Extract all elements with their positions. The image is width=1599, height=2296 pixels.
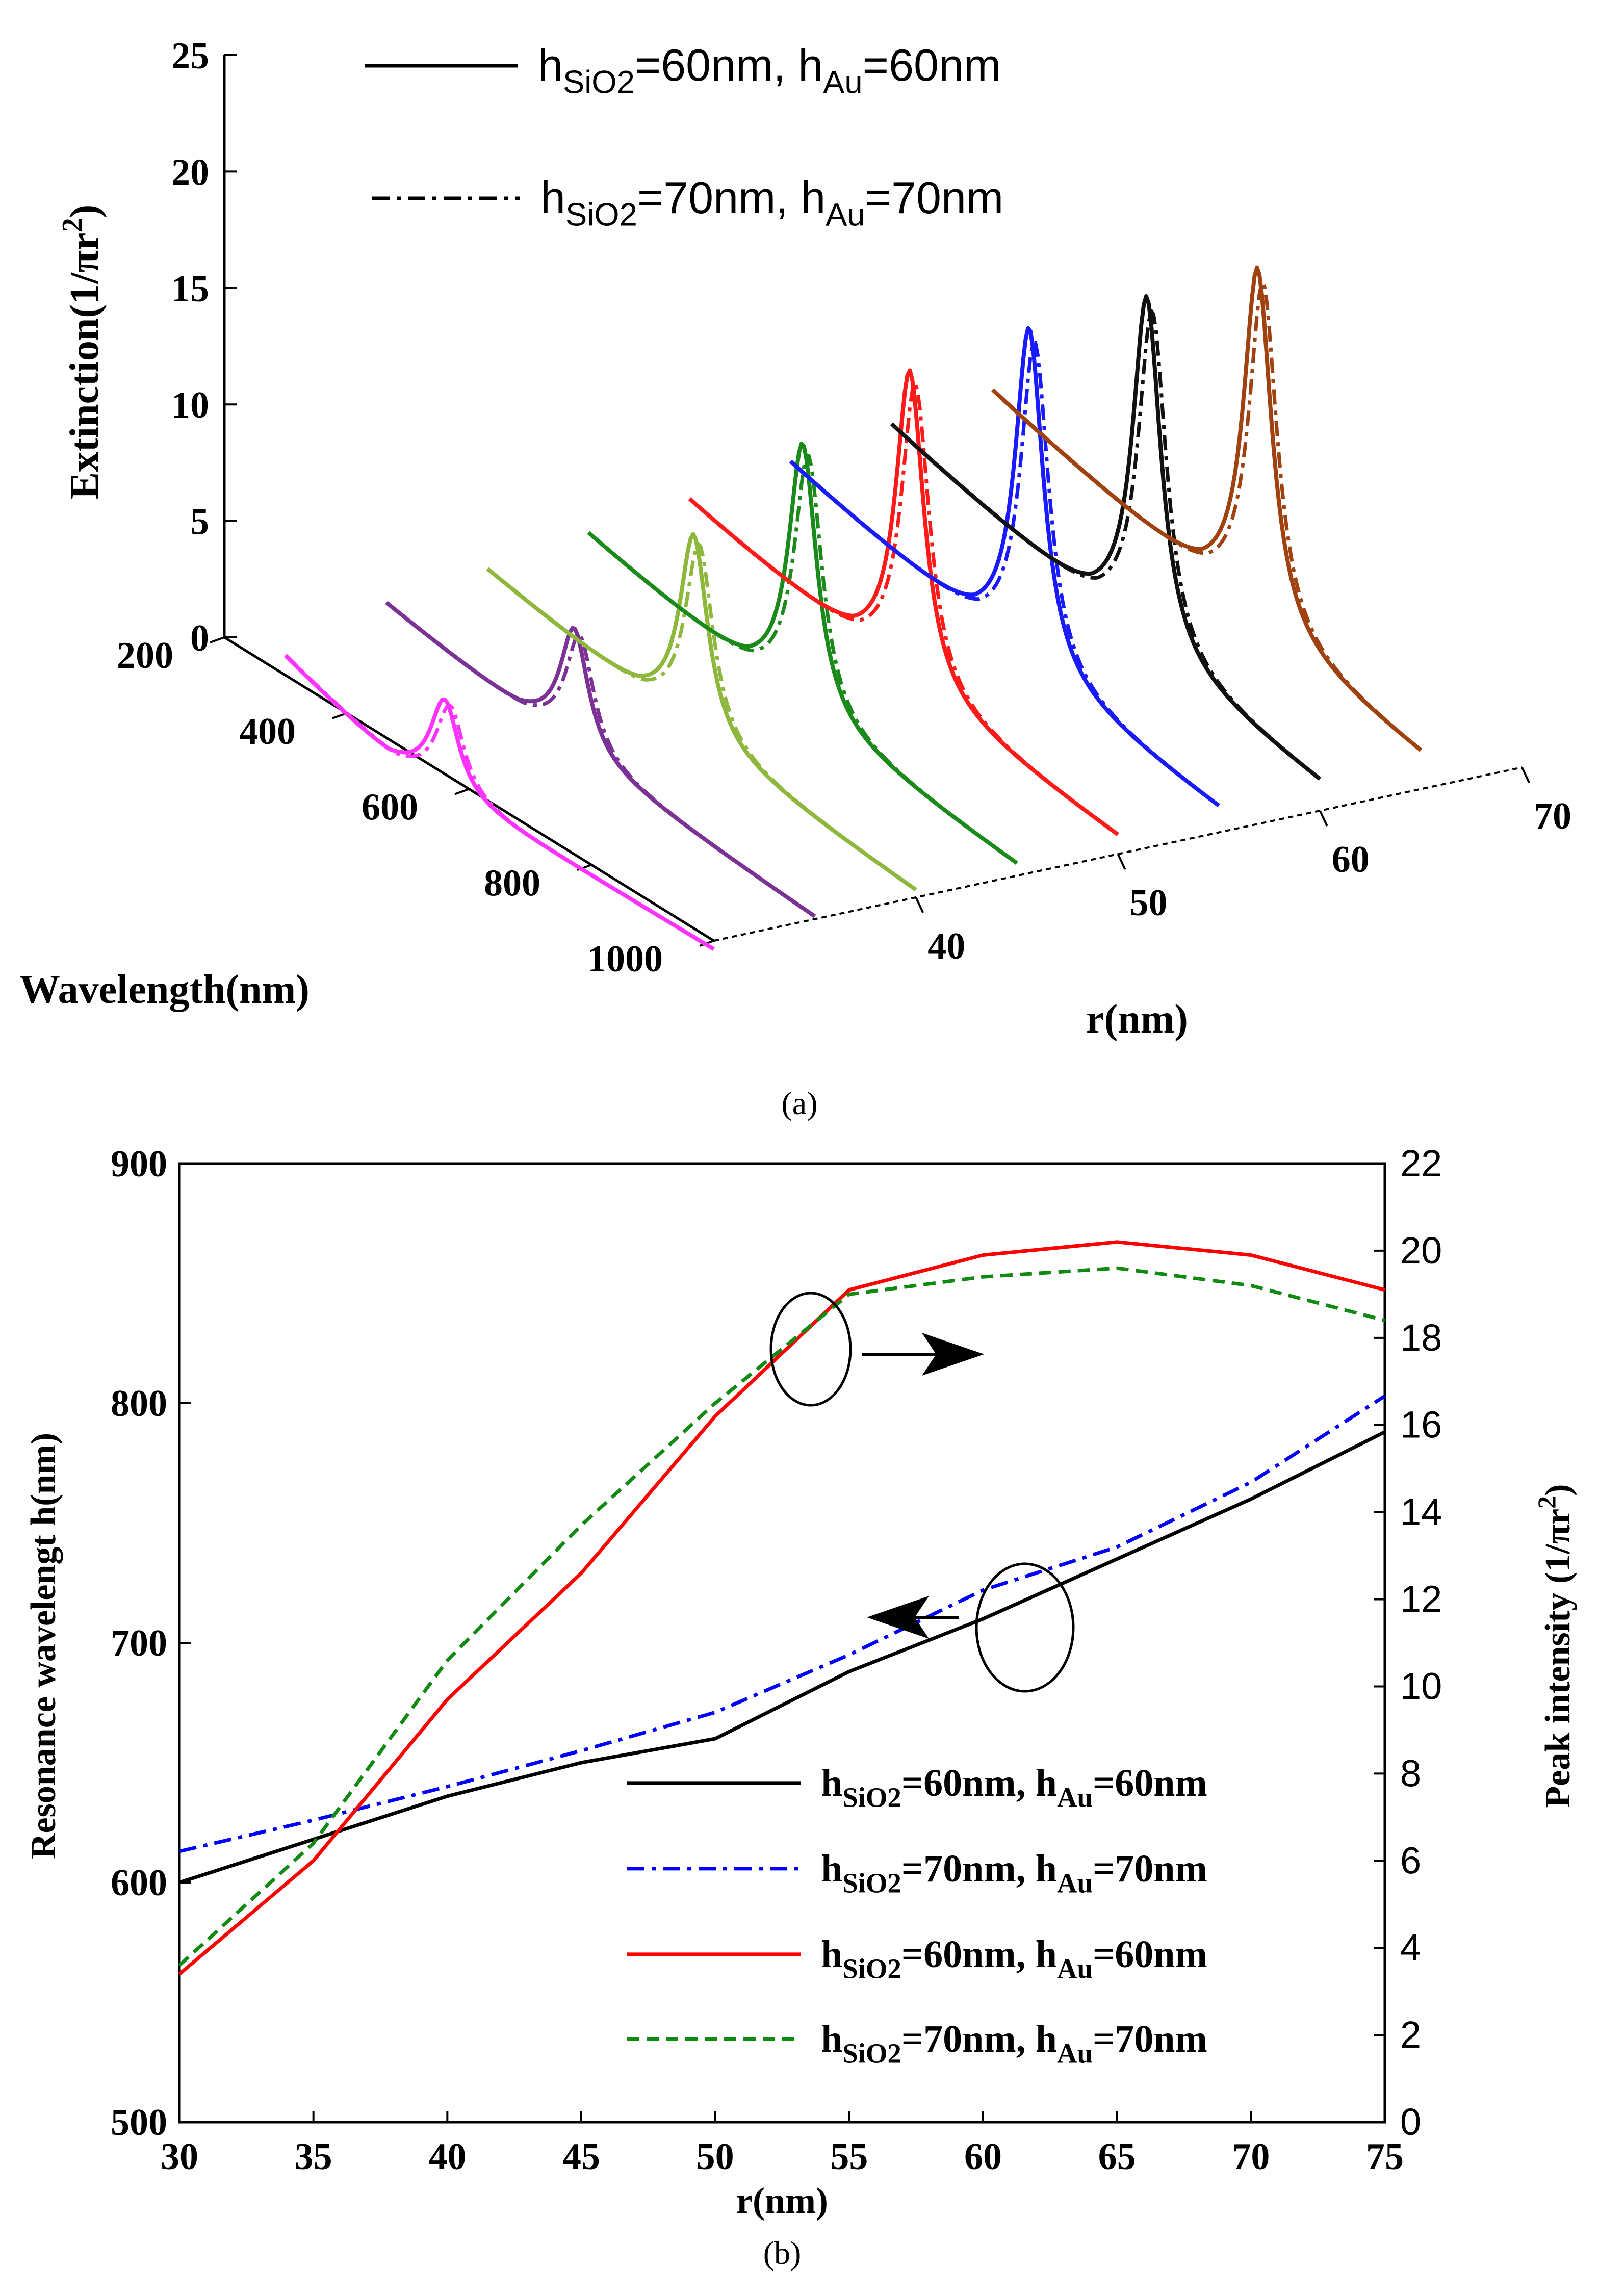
a-spectrum-r40-dashdot — [486, 541, 917, 891]
panel-b-ylabel-left: Resonance wavelengt h(nm) — [24, 1433, 63, 1859]
b-yleft-tick-label: 600 — [111, 1862, 167, 1904]
a-ztick-label: 60 — [1332, 839, 1370, 881]
a-ztick-mark — [915, 897, 924, 913]
a-ztick-label: 40 — [927, 925, 965, 967]
annotation-arrow-right-head — [922, 1333, 984, 1376]
a-spectrum-r35-dashdot — [385, 601, 816, 918]
b-yleft-tick-label: 800 — [111, 1383, 167, 1425]
b-xtick-label: 30 — [161, 2136, 198, 2178]
b-legend-item-4: hSiO2=70nm, hAu=70nm — [627, 2018, 1207, 2069]
b-series-line-4 — [178, 1266, 1385, 1967]
b-xtick-label: 45 — [562, 2136, 600, 2178]
panel-b-xlabel: r(nm) — [736, 2180, 828, 2221]
panel-b-caption: (b) — [763, 2235, 802, 2271]
b-yleft-tick-label: 500 — [111, 2102, 167, 2144]
a-ytick-label: 5 — [190, 501, 209, 543]
a-xtick-mark — [210, 636, 225, 643]
b-series-line-2 — [179, 1394, 1386, 1853]
b-series-line-3 — [178, 1240, 1385, 1976]
b-xtick-label: 40 — [428, 2136, 466, 2178]
a-ztick-label: 50 — [1130, 882, 1168, 924]
b-yright-tick-label: 22 — [1400, 1142, 1442, 1184]
a-xtick-label: 600 — [362, 787, 418, 829]
a-xtick-label: 1000 — [587, 938, 663, 980]
a-ytick-label: 0 — [190, 617, 209, 659]
b-yright-tick-label: 8 — [1400, 1752, 1421, 1794]
a-ztick-mark — [1319, 810, 1328, 827]
a-legend-item-2-label: hSiO2=70nm, hAu=70nm — [540, 172, 1003, 233]
a-spectrum-r50-dashdot — [688, 381, 1119, 836]
a-spectrum-r60-dashdot — [890, 308, 1321, 781]
panel-a-zlabel: r(nm) — [1086, 997, 1188, 1042]
panel-a-ylabel: Extinction(1/πr2) — [57, 204, 107, 499]
b-xtick-label: 70 — [1232, 2136, 1270, 2178]
b-yright-tick-label: 12 — [1400, 1578, 1442, 1620]
b-legend-item-2-label: hSiO2=70nm, hAu=70nm — [821, 1847, 1207, 1898]
b-yleft-tick-label: 700 — [111, 1622, 167, 1664]
b-yright-tick-label: 10 — [1400, 1665, 1442, 1707]
panel-a-axes: 0 5 10 15 20 25 200 400 600 800 1000 40 50 60 70 — [117, 35, 1571, 980]
b-legend-item-3: hSiO2=60nm, hAu=60nm — [627, 1933, 1207, 1984]
panel-b-dual-axis-chart: 30 35 40 45 50 55 60 65 70 75 500 600 700 800 900 0 2 4 6 8… — [24, 1142, 1578, 2271]
b-yright-tick-label: 2 — [1400, 2014, 1421, 2056]
a-spectrum-r30-dashdot — [284, 654, 715, 951]
b-legend-item-2: hSiO2=70nm, hAu=70nm — [627, 1847, 1207, 1898]
a-ytick-label: 20 — [171, 151, 209, 193]
a-ytick-label: 10 — [171, 384, 209, 426]
a-ytick-label: 25 — [171, 35, 209, 77]
b-legend-item-1-label: hSiO2=60nm, hAu=60nm — [821, 1762, 1207, 1813]
b-xtick-label: 75 — [1366, 2136, 1404, 2178]
b-legend-item-4-label: hSiO2=70nm, hAu=70nm — [821, 2018, 1207, 2069]
annotation-circle-right — [769, 1292, 852, 1407]
b-yright-tick-label: 0 — [1400, 2101, 1421, 2143]
a-legend-item-1: hSiO2=60nm, hAu=60nm — [365, 40, 1001, 100]
a-xtick-mark — [454, 788, 470, 795]
panel-a-series — [284, 265, 1423, 951]
b-series-line-1 — [178, 1430, 1386, 1885]
panel-a-3d-chart: 0 5 10 15 20 25 200 400 600 800 1000 40 50 60 70 hSiO2… — [19, 35, 1571, 1121]
panel-b-series — [178, 1240, 1386, 1976]
b-legend-item-3-label: hSiO2=60nm, hAu=60nm — [821, 1933, 1207, 1984]
a-spectrum-r65-dashdot — [991, 280, 1423, 752]
b-xtick-label: 55 — [830, 2136, 868, 2178]
annotation-arrow-left-head — [867, 1596, 929, 1639]
panel-a-legend: hSiO2=60nm, hAu=60nm hSiO2=70nm, hAu=70nm — [365, 40, 1003, 233]
a-ztick-mark — [1521, 767, 1530, 783]
panel-b-ylabel-right: Peak intensity (1/πr2) — [1532, 1484, 1578, 1808]
b-legend-item-1: hSiO2=60nm, hAu=60nm — [627, 1762, 1207, 1813]
b-xtick-label: 50 — [697, 2136, 734, 2178]
panel-a-xlabel: Wavelength(nm) — [19, 967, 310, 1012]
a-spectrum-r45-dashdot — [587, 454, 1018, 865]
a-ytick-label: 15 — [171, 268, 209, 310]
annotation-circle-left — [975, 1562, 1075, 1693]
a-ztick-mark — [1117, 854, 1126, 870]
b-xtick-label: 60 — [964, 2136, 1002, 2178]
a-legend-item-2: hSiO2=70nm, hAu=70nm — [372, 172, 1003, 233]
a-xtick-label: 800 — [484, 862, 540, 904]
b-yright-tick-label: 18 — [1400, 1317, 1442, 1359]
b-yright-tick-label: 6 — [1400, 1839, 1421, 1881]
a-legend-item-1-label: hSiO2=60nm, hAu=60nm — [538, 40, 1001, 100]
b-yleft-tick-label: 900 — [111, 1143, 167, 1185]
a-xtick-label: 400 — [239, 711, 296, 753]
b-yright-tick-label: 4 — [1400, 1926, 1421, 1969]
a-spectrum-r55-dashdot — [789, 341, 1220, 807]
b-yright-tick-label: 16 — [1400, 1404, 1442, 1446]
a-xtick-label: 200 — [117, 635, 173, 677]
panel-b-legend: hSiO2=60nm, hAu=60nm hSiO2=70nm, hAu=70nm… — [627, 1762, 1207, 2069]
b-yright-tick-label: 14 — [1400, 1491, 1442, 1533]
annotation-right-axis — [769, 1292, 984, 1407]
panel-a-caption: (a) — [781, 1085, 817, 1121]
a-ztick-label: 70 — [1534, 795, 1571, 837]
b-xtick-label: 35 — [295, 2136, 332, 2178]
b-xtick-label: 65 — [1098, 2136, 1136, 2178]
annotation-left-axis — [867, 1562, 1075, 1693]
panel-b-ticks: 30 35 40 45 50 55 60 65 70 75 500 600 700 800 900 0 2 4 6 8… — [111, 1142, 1442, 2178]
b-yright-tick-label: 20 — [1400, 1229, 1442, 1272]
